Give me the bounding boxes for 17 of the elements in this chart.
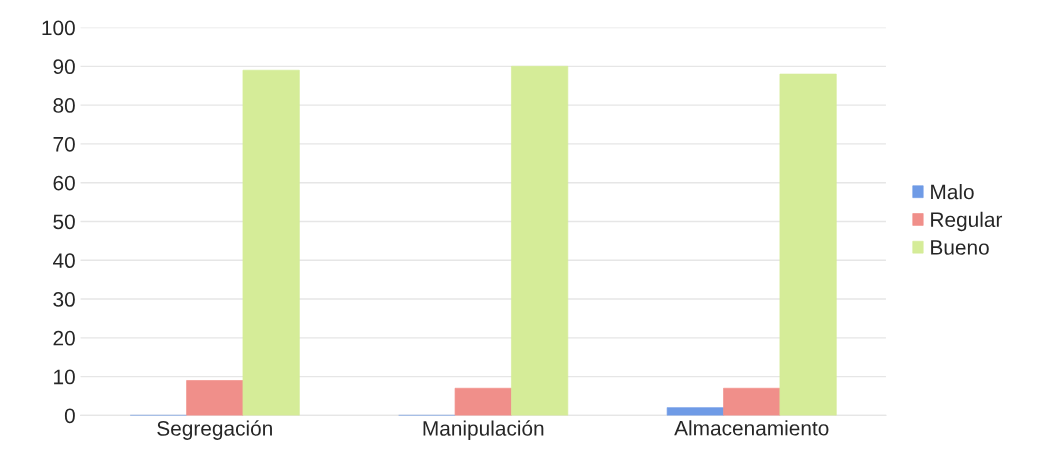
y-tick-label: 30 xyxy=(53,292,75,307)
legend-label: Regular xyxy=(931,211,1003,232)
x-tick-label: Manipulación xyxy=(423,420,544,440)
y-tick-label: 90 xyxy=(53,59,75,75)
y-tick-label: 10 xyxy=(54,369,75,385)
y-tick-label: 100 xyxy=(42,20,75,36)
y-tick-label: 40 xyxy=(52,253,75,269)
legend-label: Malo xyxy=(931,184,974,200)
y-tick-label: 0 xyxy=(64,408,75,424)
y-tick-label: 60 xyxy=(53,175,75,191)
x-tick-label: Segregación xyxy=(157,420,272,440)
y-tick-label: 80 xyxy=(53,98,75,113)
y-tick-label: 50 xyxy=(53,214,75,230)
legend-label: Bueno xyxy=(931,240,989,255)
x-tick-label: Almacenamiento xyxy=(674,420,829,436)
y-tick-label: 70 xyxy=(53,136,75,152)
y-tick-label: 20 xyxy=(53,330,75,346)
